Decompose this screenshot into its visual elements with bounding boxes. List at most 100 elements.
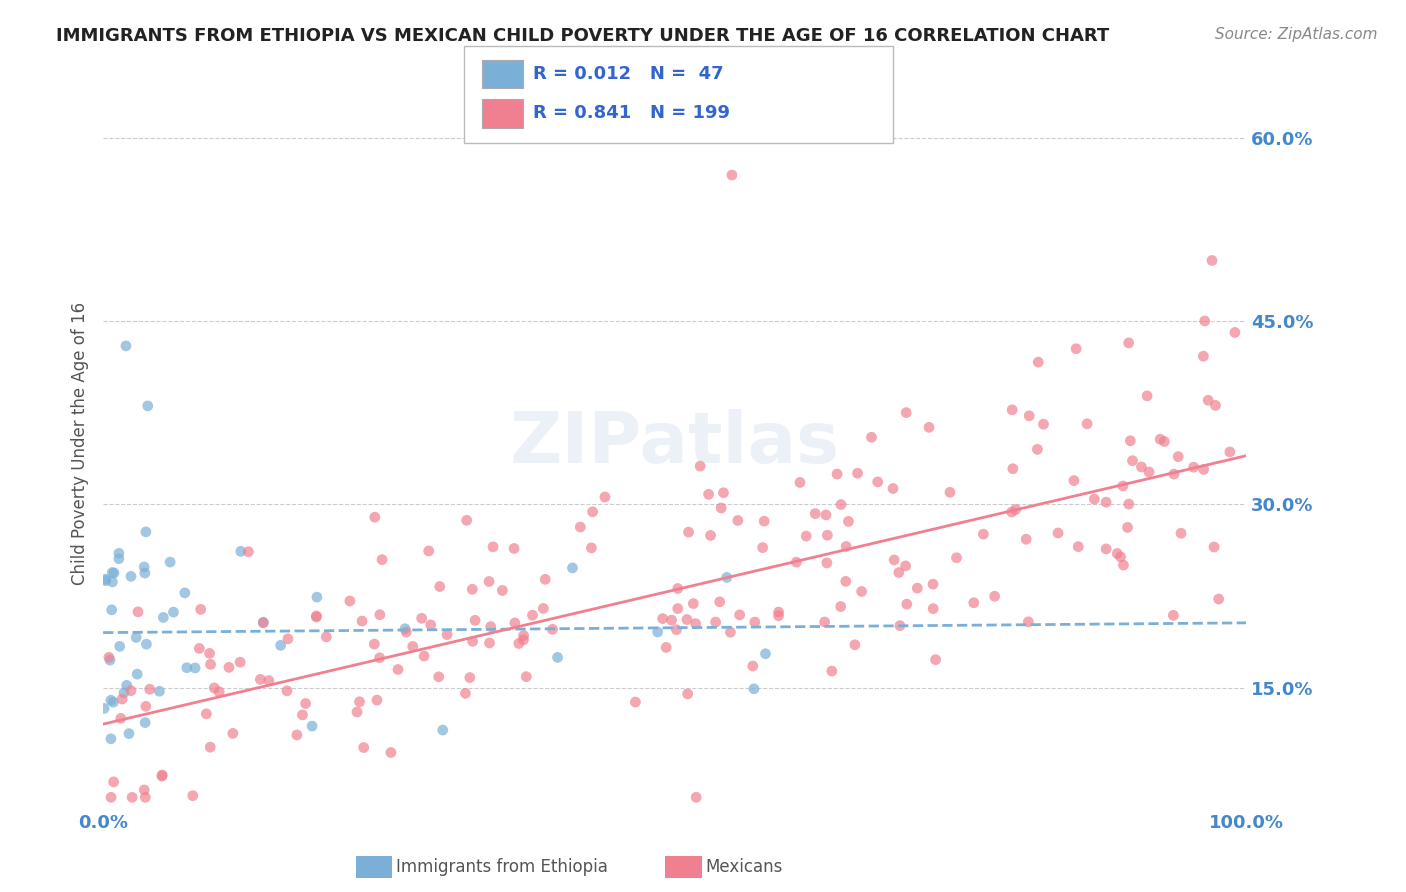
Point <box>111 692 134 706</box>
Point <box>1153 434 1175 449</box>
Point <box>804 507 827 521</box>
Point <box>120 683 142 698</box>
Point <box>127 667 149 681</box>
Point <box>139 682 162 697</box>
Point <box>1118 335 1140 350</box>
Point <box>353 740 375 755</box>
Point <box>1137 465 1160 479</box>
Point <box>115 339 138 353</box>
Point <box>94 572 117 586</box>
Point <box>883 553 905 567</box>
Point <box>531 601 554 615</box>
Point <box>222 726 245 740</box>
Point <box>1118 497 1140 511</box>
Point <box>305 610 328 624</box>
Point <box>461 582 484 597</box>
Point <box>1170 526 1192 541</box>
Point <box>371 552 394 566</box>
Point <box>464 613 486 627</box>
Point <box>150 769 173 783</box>
Point <box>699 528 721 542</box>
Text: ZIPatlas: ZIPatlas <box>509 409 839 478</box>
Point <box>363 637 385 651</box>
Point <box>97 650 120 665</box>
Point <box>458 671 481 685</box>
Point <box>173 586 195 600</box>
Point <box>148 684 170 698</box>
Y-axis label: Child Poverty Under the Age of 16: Child Poverty Under the Age of 16 <box>72 301 89 585</box>
Point <box>860 430 883 444</box>
Point <box>963 596 986 610</box>
Point <box>208 685 231 699</box>
Point <box>924 653 946 667</box>
Point <box>728 607 751 622</box>
Point <box>294 697 316 711</box>
Point <box>1067 540 1090 554</box>
Point <box>305 609 328 624</box>
Point <box>1109 549 1132 564</box>
Point <box>432 723 454 737</box>
Point <box>569 520 592 534</box>
Point <box>785 555 807 569</box>
Point <box>134 560 156 574</box>
Point <box>252 615 274 630</box>
Point <box>118 726 141 740</box>
Point <box>651 611 673 625</box>
Point <box>844 638 866 652</box>
Point <box>134 566 156 580</box>
Point <box>198 646 221 660</box>
Point <box>200 740 222 755</box>
Point <box>1026 442 1049 457</box>
Point <box>135 699 157 714</box>
Point <box>1001 402 1024 417</box>
Point <box>188 641 211 656</box>
Point <box>135 637 157 651</box>
Point <box>945 550 967 565</box>
Point <box>1116 520 1139 534</box>
Point <box>402 640 425 654</box>
Point <box>1130 459 1153 474</box>
Point <box>624 695 647 709</box>
Point <box>515 670 537 684</box>
Point <box>835 574 858 589</box>
Point <box>103 566 125 580</box>
Point <box>176 661 198 675</box>
Point <box>581 541 603 555</box>
Point <box>103 775 125 789</box>
Point <box>814 508 837 522</box>
Point <box>127 605 149 619</box>
Point <box>655 640 678 655</box>
Point <box>301 719 323 733</box>
Point <box>429 580 451 594</box>
Point <box>252 615 274 630</box>
Point <box>716 570 738 584</box>
Point <box>115 678 138 692</box>
Point <box>135 524 157 539</box>
Point <box>1095 495 1118 509</box>
Point <box>1107 547 1129 561</box>
Point <box>368 650 391 665</box>
Point <box>1076 417 1098 431</box>
Text: Mexicans: Mexicans <box>706 858 783 876</box>
Point <box>896 406 918 420</box>
Point <box>162 605 184 619</box>
Point <box>461 634 484 648</box>
Point <box>98 653 121 667</box>
Point <box>218 660 240 674</box>
Point <box>678 525 700 540</box>
Point <box>120 569 142 583</box>
Point <box>882 482 904 496</box>
Point <box>768 608 790 623</box>
Point <box>1192 349 1215 363</box>
Point <box>1194 314 1216 328</box>
Point <box>181 789 204 803</box>
Point <box>184 661 207 675</box>
Point <box>159 555 181 569</box>
Point <box>887 566 910 580</box>
Point <box>709 595 731 609</box>
Point <box>411 611 433 625</box>
Point <box>512 632 534 647</box>
Point <box>436 627 458 641</box>
Point <box>413 648 436 663</box>
Point <box>136 399 159 413</box>
